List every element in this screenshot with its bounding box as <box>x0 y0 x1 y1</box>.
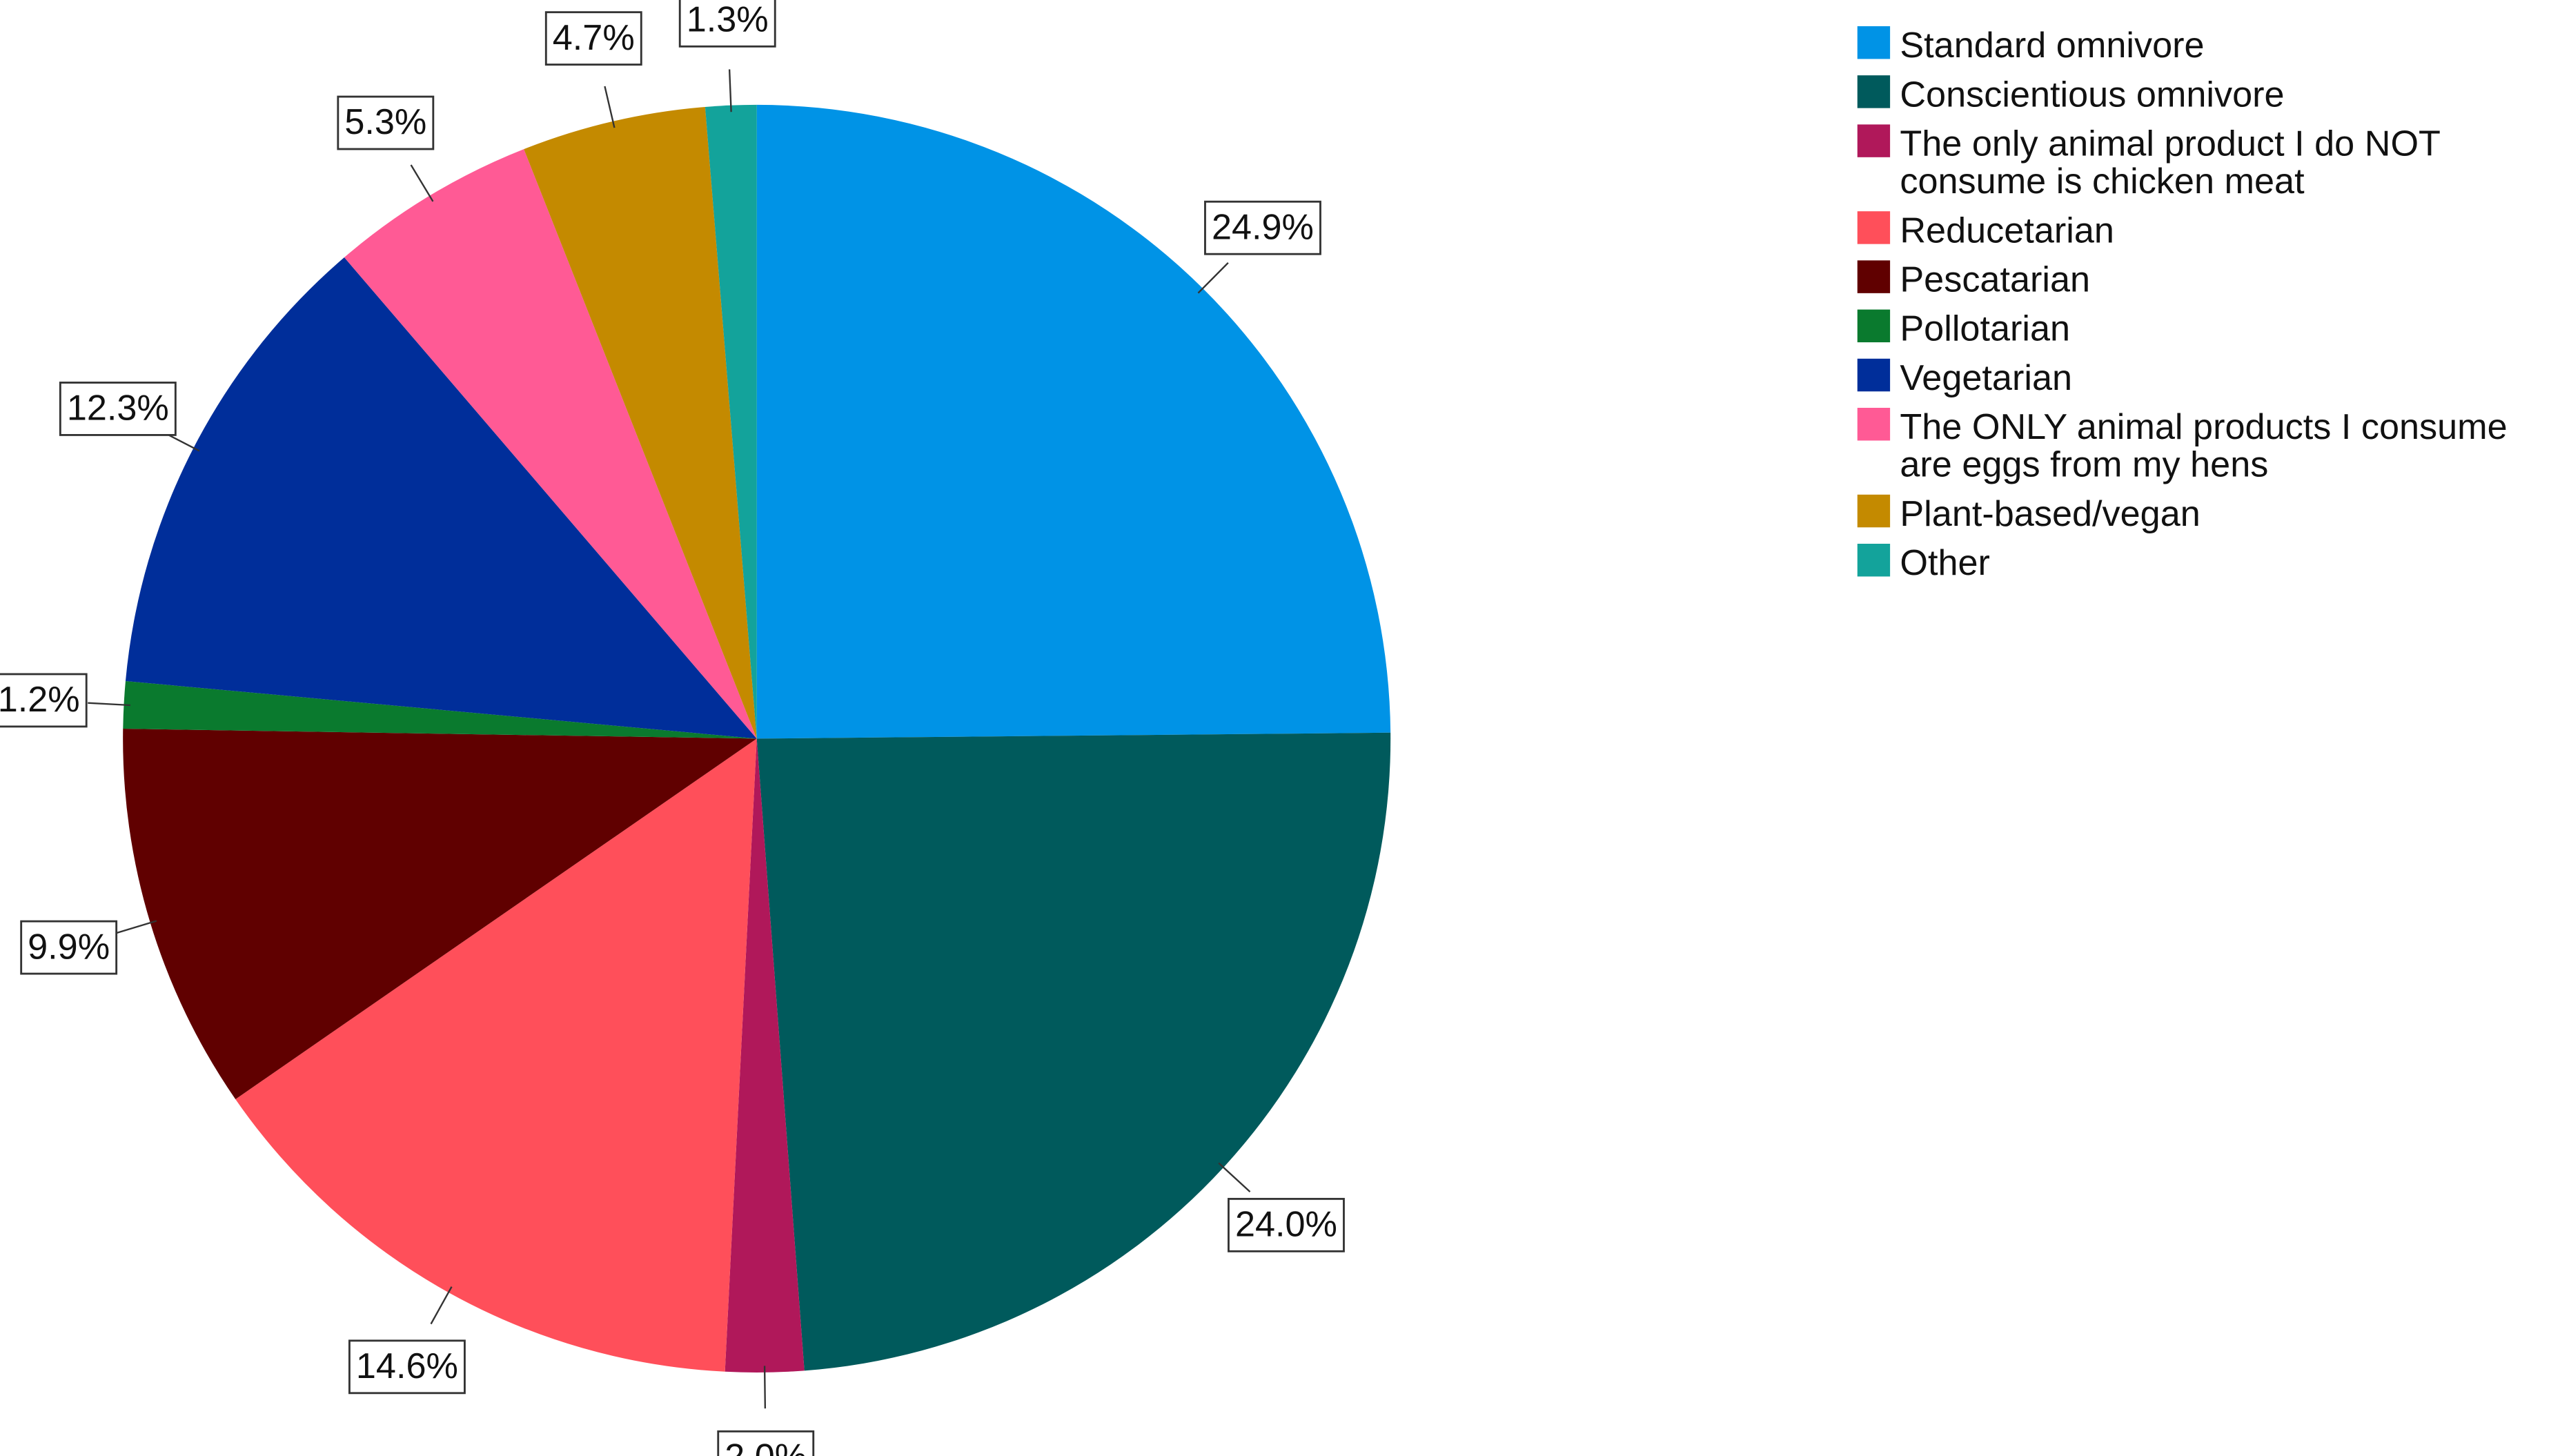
legend-label: The only animal product I do NOT consume… <box>1900 123 2441 201</box>
legend-item: Pollotarian <box>1857 308 2559 349</box>
data-label-group: 24.0% <box>1228 1197 1345 1252</box>
legend-label: Vegetarian <box>1900 357 2073 398</box>
legend-swatch <box>1857 26 1891 59</box>
data-label-group: 1.2% <box>0 673 88 728</box>
legend-item: Reducetarian <box>1857 209 2559 251</box>
legend-label: Conscientious omnivore <box>1900 73 2285 115</box>
data-label: 2.0% <box>725 1437 807 1456</box>
data-label-group: 12.3% <box>59 382 177 436</box>
pie-slice <box>756 732 1391 1371</box>
leader-line <box>430 1286 453 1325</box>
leader-line <box>604 86 616 128</box>
data-label-group: 9.9% <box>20 920 118 975</box>
data-label: 14.6% <box>356 1346 458 1386</box>
pie-slice <box>725 738 805 1373</box>
data-label-group: 14.6% <box>348 1339 466 1395</box>
data-label-group: 24.9% <box>1204 200 1321 255</box>
pie-slice <box>123 729 757 1099</box>
legend-item: Plant-based/vegan <box>1857 493 2559 534</box>
pie-slice <box>235 738 757 1372</box>
data-label-box <box>337 95 435 150</box>
legend-item: The only animal product I do NOT consume… <box>1857 123 2559 201</box>
legend-label: Plant-based/vegan <box>1900 493 2200 534</box>
legend-swatch <box>1857 358 1891 392</box>
pie-slice <box>524 106 757 739</box>
data-label-box <box>20 920 118 975</box>
legend-label: Other <box>1900 542 1990 583</box>
legend-swatch <box>1857 543 1891 577</box>
leader-line <box>1197 262 1229 294</box>
data-label-group: 4.7% <box>544 11 642 66</box>
data-label-box <box>0 673 88 728</box>
legend-swatch <box>1857 309 1891 343</box>
pie-slice <box>125 257 757 739</box>
data-label: 4.7% <box>553 18 635 58</box>
data-label: 1.2% <box>0 680 80 720</box>
pie-slice <box>344 149 757 739</box>
data-label-box <box>1204 200 1321 255</box>
legend-swatch <box>1857 211 1891 244</box>
legend-swatch <box>1857 75 1891 108</box>
data-label: 24.9% <box>1212 207 1314 247</box>
legend-swatch <box>1857 407 1891 441</box>
legend-label: Pescatarian <box>1900 259 2091 300</box>
legend-swatch <box>1857 124 1891 157</box>
data-label-box <box>59 382 177 436</box>
data-label-box <box>678 0 776 48</box>
legend-label: Reducetarian <box>1900 209 2114 251</box>
legend-item: Conscientious omnivore <box>1857 73 2559 115</box>
leader-line <box>410 164 434 202</box>
data-label-box <box>544 11 642 66</box>
legend-item: Standard omnivore <box>1857 26 2559 66</box>
data-label: 24.0% <box>1235 1205 1337 1245</box>
data-label-box <box>348 1339 466 1395</box>
legend-item: Pescatarian <box>1857 259 2559 300</box>
data-label: 12.3% <box>67 388 169 429</box>
legend-label: Standard omnivore <box>1900 26 2205 66</box>
pie-slice <box>123 681 757 739</box>
legend-label: The ONLY animal products I consume are e… <box>1900 406 2508 485</box>
pie-slice <box>705 104 757 739</box>
data-label-group: 2.0% <box>717 1430 815 1456</box>
legend-item: Other <box>1857 542 2559 583</box>
leader-line <box>88 702 131 707</box>
pie-slice <box>756 104 1391 739</box>
leader-line <box>728 69 732 112</box>
data-label-box <box>1228 1197 1345 1252</box>
legend-label: Pollotarian <box>1900 308 2071 349</box>
data-label: 9.9% <box>28 927 110 967</box>
leader-line <box>115 920 157 934</box>
legend: Standard omnivore Conscientious omnivore T… <box>1857 26 2559 583</box>
data-label-group: 5.3% <box>337 95 435 150</box>
data-label: 5.3% <box>344 102 426 142</box>
legend-item: The ONLY animal products I consume are e… <box>1857 406 2559 485</box>
data-label: 1.3% <box>687 0 769 40</box>
legend-swatch <box>1857 494 1891 528</box>
legend-swatch <box>1857 260 1891 293</box>
legend-box: Standard omnivore Conscientious omnivore T… <box>1857 26 2559 583</box>
legend-item: Vegetarian <box>1857 357 2559 398</box>
leader-line <box>1218 1162 1251 1193</box>
data-label-box <box>717 1430 815 1456</box>
data-label-group: 1.3% <box>678 0 776 48</box>
